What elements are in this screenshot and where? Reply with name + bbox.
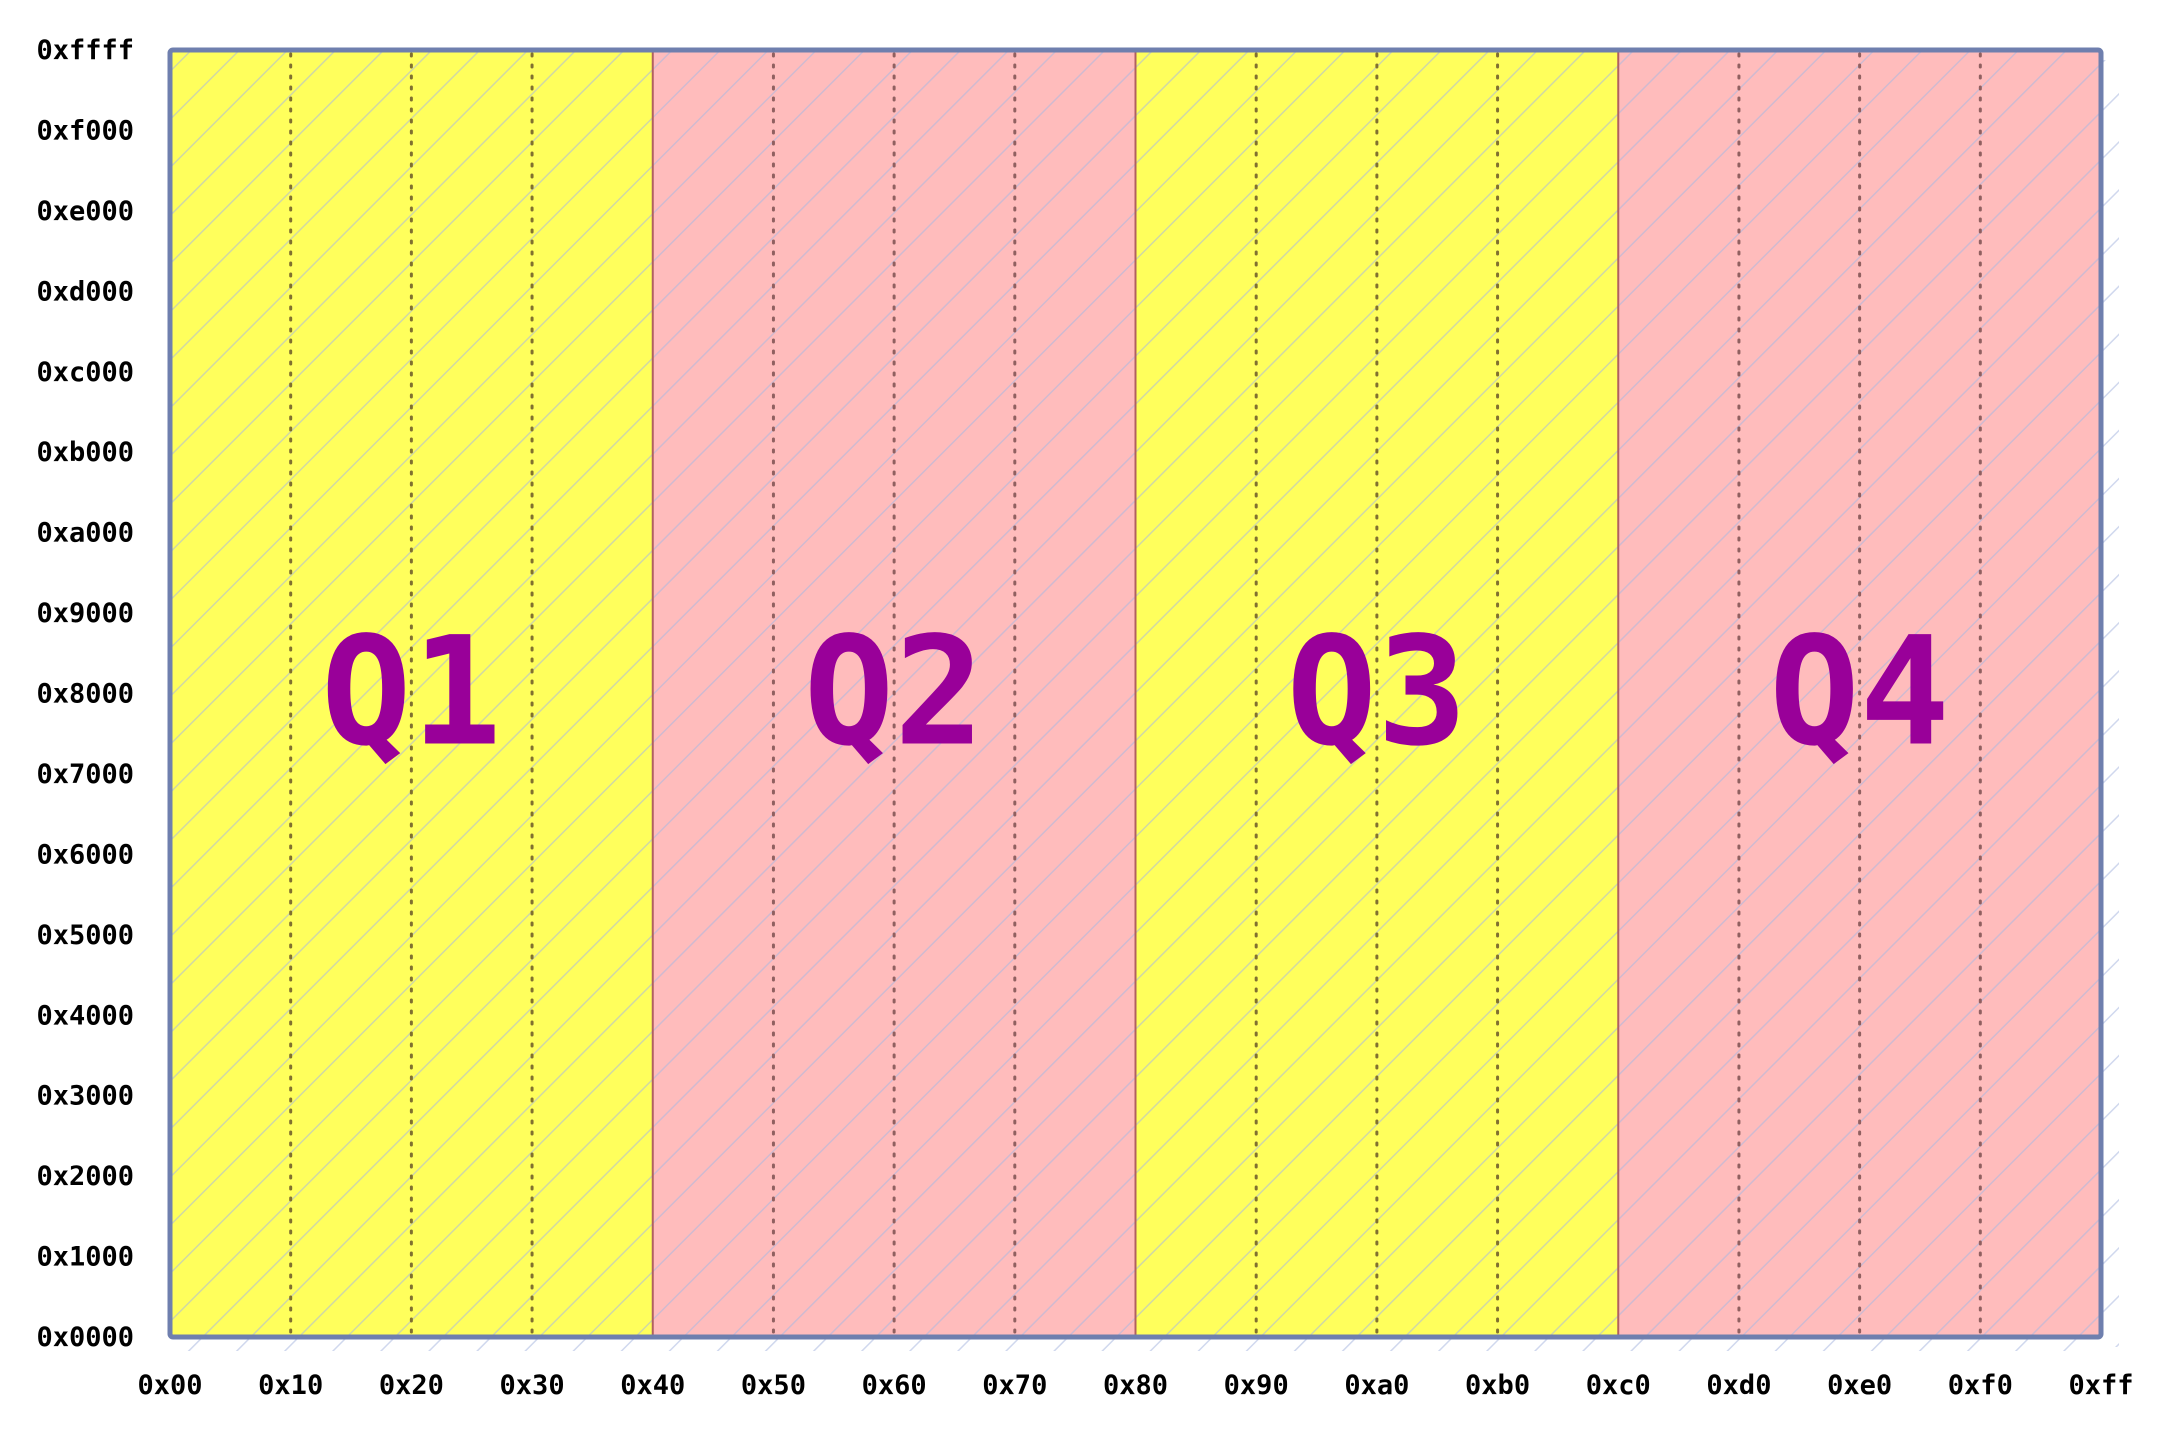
x-tick-label: 0x60: [862, 1370, 927, 1401]
x-tick-label: 0xf0: [1948, 1370, 2013, 1401]
x-tick-label: 0x10: [258, 1370, 323, 1401]
y-tick-label: 0xb000: [36, 437, 134, 468]
x-tick-label: 0x00: [137, 1370, 202, 1401]
x-tick-label: 0xff: [2068, 1370, 2133, 1401]
x-tick-label: 0x30: [500, 1370, 565, 1401]
y-tick-label: 0x1000: [36, 1242, 134, 1273]
x-tick-label: 0xe0: [1827, 1370, 1892, 1401]
quadrant-label-q3: Q3: [1287, 606, 1468, 780]
quadrant-label-q1: Q1: [321, 606, 502, 780]
y-tick-label: 0x6000: [36, 839, 134, 870]
hatch-spill-bottom: [180, 1337, 2111, 1351]
x-tick-label: 0x80: [1103, 1370, 1168, 1401]
x-tick-label: 0x50: [741, 1370, 806, 1401]
x-tick-label: 0x40: [620, 1370, 685, 1401]
y-tick-label: 0xc000: [36, 357, 134, 388]
x-tick-label: 0xd0: [1706, 1370, 1771, 1401]
y-tick-label: 0x7000: [36, 759, 134, 790]
x-tick-label: 0xa0: [1344, 1370, 1409, 1401]
y-tick-label: 0x3000: [36, 1081, 134, 1112]
y-tick-label: 0xf000: [36, 115, 134, 146]
x-tick-label: 0x70: [982, 1370, 1047, 1401]
y-tick-label: 0x8000: [36, 679, 134, 710]
y-tick-label: 0x2000: [36, 1161, 134, 1192]
quadrant-label-q2: Q2: [804, 606, 985, 780]
x-tick-label: 0xb0: [1465, 1370, 1530, 1401]
y-tick-label: 0xd000: [36, 276, 134, 307]
x-tick-label: 0x20: [379, 1370, 444, 1401]
hatch-spill-right: [2101, 60, 2119, 1347]
y-tick-label: 0x9000: [36, 598, 134, 629]
y-tick-label: 0xe000: [36, 196, 134, 227]
y-tick-label: 0x4000: [36, 1000, 134, 1031]
x-tick-label: 0x90: [1224, 1370, 1289, 1401]
y-tick-label: 0x0000: [36, 1322, 134, 1353]
y-tick-label: 0xa000: [36, 518, 134, 549]
quadrant-label-q4: Q4: [1769, 606, 1950, 780]
y-tick-label: 0x5000: [36, 920, 134, 951]
diagram-border: [167, 47, 2104, 1340]
x-tick-label: 0xc0: [1586, 1370, 1651, 1401]
y-tick-label: 0xffff: [36, 35, 134, 66]
